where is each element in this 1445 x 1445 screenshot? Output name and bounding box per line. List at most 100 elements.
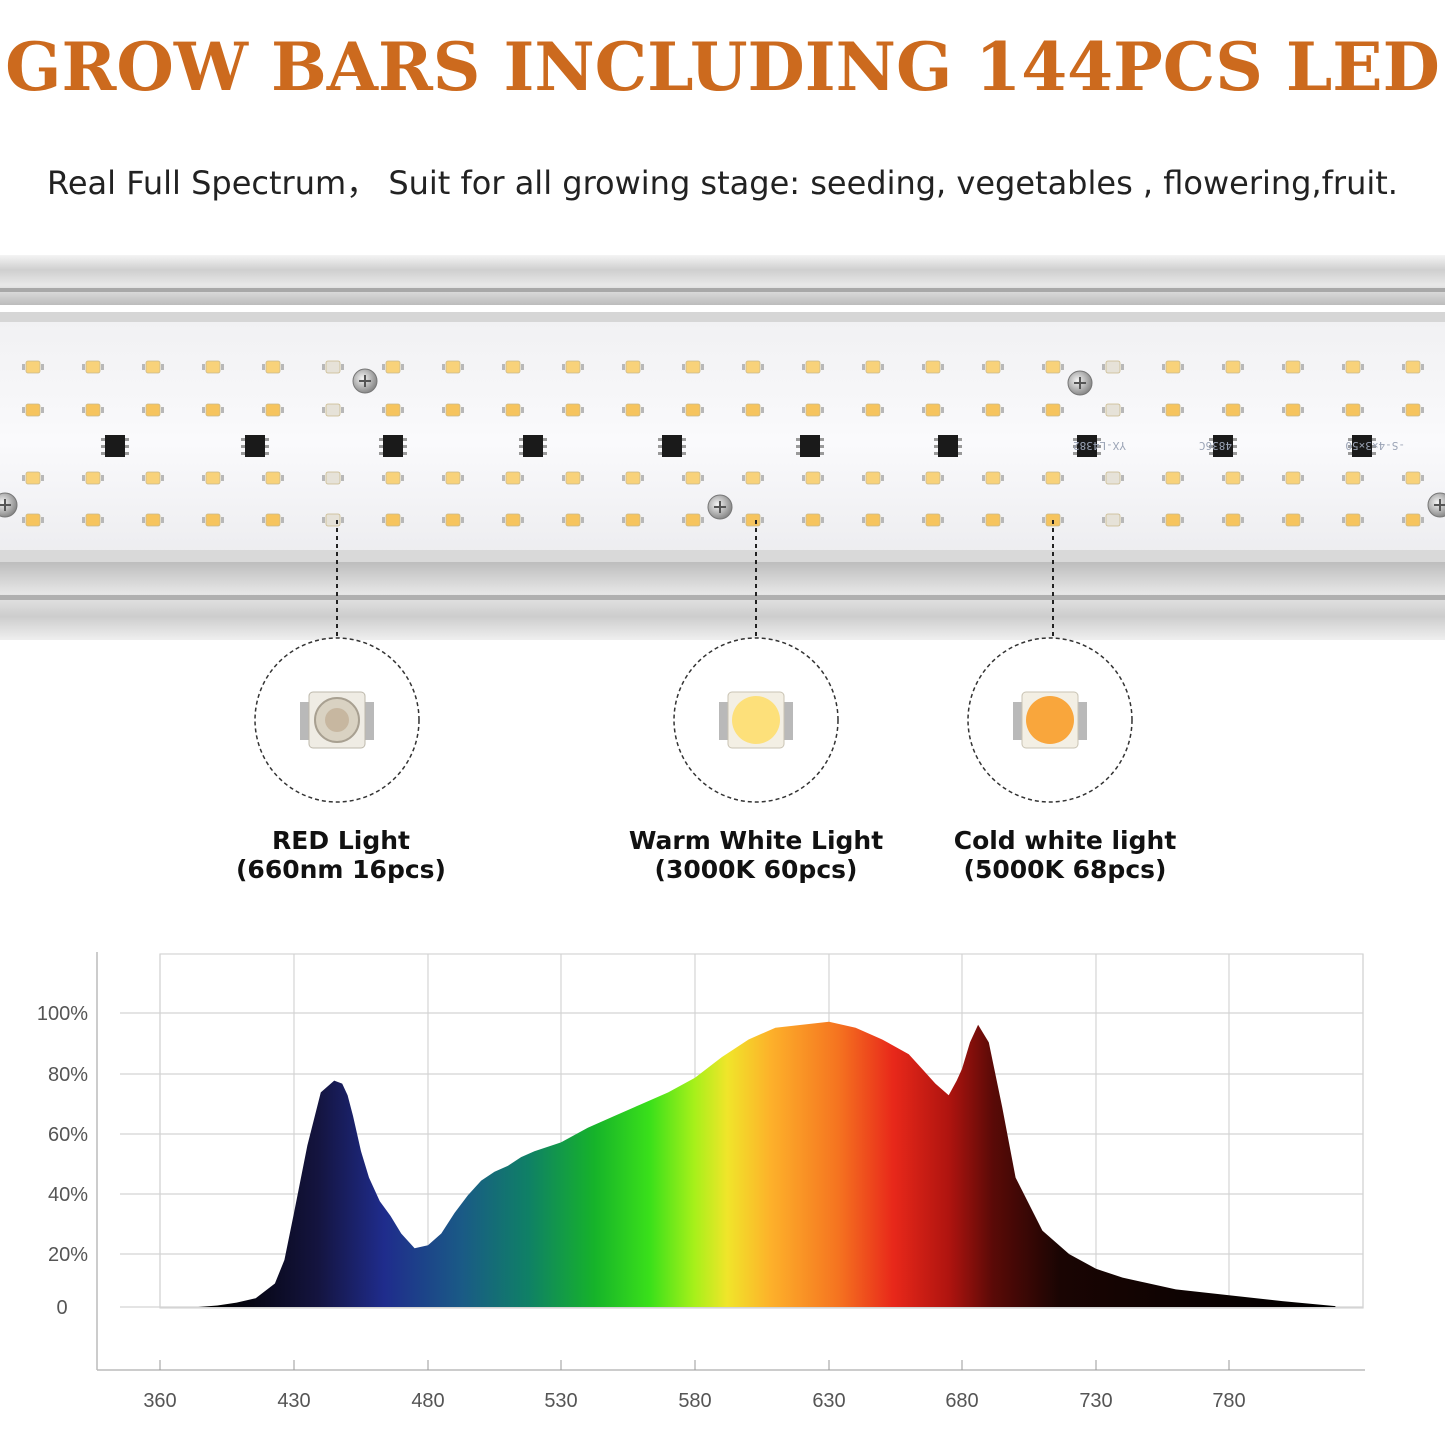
led-chip — [745, 471, 761, 485]
led-chip — [805, 471, 821, 485]
led-chip — [865, 403, 881, 417]
led-chip — [1285, 360, 1301, 374]
led-chip — [85, 360, 101, 374]
led-chip — [445, 403, 461, 417]
led-chip — [925, 403, 941, 417]
led-chip — [205, 471, 221, 485]
grow-bar-image: YX-L4382 4836C -S-4×3×50 — [0, 255, 1445, 640]
led-chip — [385, 403, 401, 417]
led-chip — [505, 513, 521, 527]
led-chip — [1285, 513, 1301, 527]
board-marking-3: -S-4×3×50 — [1345, 439, 1405, 452]
led-chip — [1045, 471, 1061, 485]
led-chip — [865, 513, 881, 527]
led-chip — [445, 471, 461, 485]
y-tick-label: 0 — [56, 1297, 67, 1319]
led-chip — [1405, 471, 1421, 485]
y-tick-label: 60% — [48, 1124, 88, 1146]
led-chip — [25, 513, 41, 527]
driver-chip — [1352, 435, 1372, 457]
driver-chip — [245, 435, 265, 457]
led-chip — [745, 403, 761, 417]
led-chip — [985, 471, 1001, 485]
driver-chip — [800, 435, 820, 457]
led-chip — [1165, 403, 1181, 417]
x-tick-label: 530 — [544, 1390, 577, 1412]
led-chip — [1045, 403, 1061, 417]
led-chip — [625, 360, 641, 374]
x-tick-label: 680 — [945, 1390, 978, 1412]
driver-chip — [523, 435, 543, 457]
led-chip — [325, 403, 341, 417]
led-chip — [1225, 403, 1241, 417]
led-array — [0, 360, 1445, 527]
led-chip — [1165, 513, 1181, 527]
led-chip — [925, 360, 941, 374]
led-chip — [685, 471, 701, 485]
led-chip — [925, 471, 941, 485]
led-chip — [985, 513, 1001, 527]
led-chip — [25, 403, 41, 417]
red-light-label: RED Light (660nm 16pcs) — [181, 826, 501, 884]
led-chip — [1345, 471, 1361, 485]
led-chip — [205, 360, 221, 374]
led-chip — [1105, 360, 1121, 374]
led-chip — [985, 403, 1001, 417]
led-chip — [1225, 360, 1241, 374]
board-marking-1: YX-L4382 — [1073, 439, 1126, 452]
led-chip — [685, 513, 701, 527]
led-chip — [1225, 513, 1241, 527]
led-chip — [25, 471, 41, 485]
y-tick-label: 40% — [48, 1184, 88, 1206]
led-chip — [625, 513, 641, 527]
warm-white-led-zoom — [673, 637, 839, 803]
page-title: GROW BARS INCLUDING 144PCS LED — [5, 28, 1440, 106]
driver-chip — [1213, 435, 1233, 457]
led-chip — [1405, 403, 1421, 417]
led-chip — [565, 360, 581, 374]
led-chip — [805, 360, 821, 374]
led-chip — [865, 360, 881, 374]
led-chip — [85, 471, 101, 485]
led-chip — [1105, 513, 1121, 527]
y-tick-label: 80% — [48, 1064, 88, 1086]
pcb-board — [0, 322, 1445, 562]
led-chip — [85, 403, 101, 417]
x-tick-label: 730 — [1079, 1390, 1112, 1412]
x-tick-label: 430 — [277, 1390, 310, 1412]
y-tick-label: 20% — [48, 1244, 88, 1266]
led-chip — [925, 513, 941, 527]
board-marking-2: 4836C — [1199, 439, 1232, 452]
chart-ticks: 360 430 480 530 580 630 680 730 780 0 20% 40% 60% 80%… — [37, 1003, 1246, 1412]
led-chip — [565, 403, 581, 417]
red-led-zoom — [254, 637, 420, 803]
led-chip — [1225, 471, 1241, 485]
led-chip — [505, 403, 521, 417]
led-chip — [1285, 403, 1301, 417]
led-chip — [685, 360, 701, 374]
led-chip — [1165, 360, 1181, 374]
led-chip — [385, 360, 401, 374]
led-chip — [25, 360, 41, 374]
cold-white-led-zoom — [967, 637, 1133, 803]
led-chip — [205, 513, 221, 527]
rail-bottom — [0, 562, 1445, 640]
led-chip — [385, 471, 401, 485]
led-chip — [505, 360, 521, 374]
led-chip — [265, 360, 281, 374]
led-chip — [625, 403, 641, 417]
led-chip — [145, 513, 161, 527]
cold-white-light-label: Cold white light (5000K 68pcs) — [905, 826, 1225, 884]
led-chip — [565, 471, 581, 485]
led-chip — [1285, 471, 1301, 485]
driver-chip — [1077, 435, 1097, 457]
led-chip — [1405, 360, 1421, 374]
led-callouts — [254, 520, 1133, 803]
led-chip — [1045, 360, 1061, 374]
led-chip — [685, 403, 701, 417]
red-light-name: RED Light — [272, 826, 410, 855]
led-chip — [325, 360, 341, 374]
led-chip — [445, 360, 461, 374]
driver-chip — [938, 435, 958, 457]
cold-white-light-spec: (5000K 68pcs) — [963, 855, 1167, 884]
